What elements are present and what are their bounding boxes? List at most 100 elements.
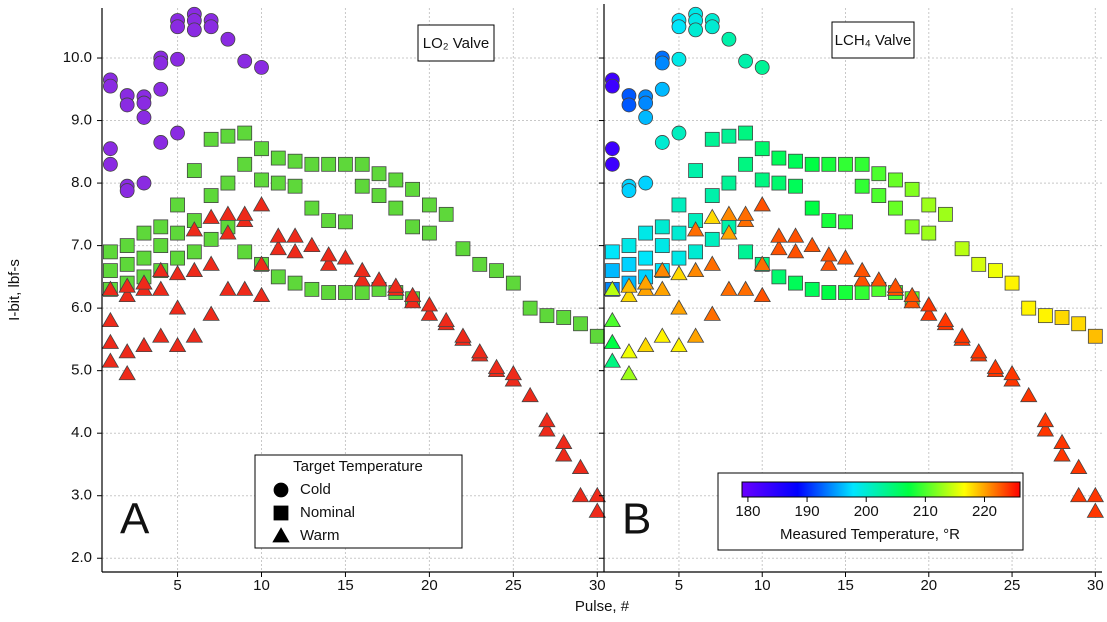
data-point (771, 269, 787, 285)
data-point (573, 316, 588, 332)
data-point (102, 244, 118, 260)
data-point (421, 225, 437, 241)
data-point (202, 208, 220, 224)
x-tick-label: 5 (173, 577, 181, 594)
data-point (236, 205, 254, 221)
x-axis-label: Pulse, # (575, 598, 630, 615)
data-point (420, 296, 439, 312)
data-point (370, 271, 388, 287)
data-point (387, 277, 405, 293)
data-point (321, 285, 337, 300)
data-point (119, 183, 135, 198)
data-point (321, 156, 337, 172)
data-point (653, 327, 671, 343)
data-point (688, 244, 704, 260)
data-point (319, 255, 338, 271)
annotation-box (831, 21, 915, 59)
data-point (338, 285, 353, 300)
x-tick-label: 10 (253, 577, 270, 594)
data-point (522, 300, 538, 316)
data-point (102, 141, 118, 157)
data-point (920, 296, 938, 312)
data-point (821, 213, 837, 228)
data-point (338, 214, 353, 230)
data-point (270, 269, 286, 285)
data-point (153, 238, 169, 254)
data-point (771, 175, 787, 191)
data-point (704, 231, 720, 247)
data-point (354, 285, 370, 300)
data-point (736, 205, 755, 221)
data-point (804, 156, 820, 172)
data-point (437, 311, 455, 328)
x-tick-label: 15 (337, 577, 354, 594)
data-point (770, 227, 788, 243)
data-point (636, 274, 655, 290)
data-point (287, 153, 303, 169)
data-point (1036, 421, 1055, 437)
data-point (153, 219, 169, 235)
data-point (654, 219, 670, 235)
data-point (853, 271, 871, 287)
data-point (721, 128, 737, 144)
y-axis-label: I-bit, lbf-s (6, 259, 23, 321)
y-tick-label: 7.0 (71, 237, 92, 254)
data-point (953, 327, 971, 343)
y-tick-label: 10.0 (63, 49, 92, 66)
data-point (854, 285, 870, 300)
data-point (589, 328, 605, 344)
data-point (420, 305, 439, 321)
data-point (903, 286, 921, 303)
data-point (371, 166, 387, 182)
legend-label: Nominal (300, 504, 355, 521)
data-point (671, 125, 687, 141)
x-tick-label: 20 (920, 577, 937, 594)
data-point (936, 311, 955, 328)
data-point (254, 60, 269, 75)
data-point (353, 271, 371, 287)
data-point (738, 125, 753, 141)
panel-label: A (120, 495, 150, 544)
y-tick-label: 2.0 (71, 549, 92, 566)
data-point (236, 280, 254, 296)
data-point (170, 197, 185, 213)
data-point (620, 364, 638, 381)
data-point (170, 51, 185, 67)
data-point (539, 308, 555, 324)
data-point (788, 153, 803, 169)
data-point (504, 364, 523, 381)
data-point (803, 236, 821, 253)
legend-label: Warm (300, 527, 339, 544)
data-point (1053, 446, 1071, 462)
data-point (168, 336, 187, 353)
data-point (270, 150, 286, 166)
data-point (237, 53, 253, 69)
x-tick-label: 15 (837, 577, 854, 594)
data-point (788, 275, 803, 291)
data-point (686, 221, 705, 237)
data-point (1086, 486, 1105, 503)
data-point (604, 156, 620, 172)
data-point (135, 274, 153, 290)
data-point (670, 264, 688, 281)
data-point (135, 336, 153, 353)
data-point (101, 352, 120, 368)
data-point (1021, 300, 1037, 316)
data-point (118, 364, 136, 381)
data-point (1020, 386, 1038, 403)
data-point (820, 246, 838, 262)
data-point (986, 358, 1005, 374)
x-tick-label: 5 (675, 577, 683, 594)
data-point (738, 244, 753, 260)
x-tick-label: 25 (505, 577, 522, 594)
data-point (654, 135, 670, 150)
data-point (388, 172, 404, 188)
colorbar-tick-label: 210 (913, 503, 938, 520)
data-point (720, 280, 738, 296)
data-point (168, 299, 187, 315)
data-point (269, 239, 287, 256)
data-point (555, 433, 573, 449)
data-point (653, 261, 671, 278)
data-point (970, 343, 988, 359)
